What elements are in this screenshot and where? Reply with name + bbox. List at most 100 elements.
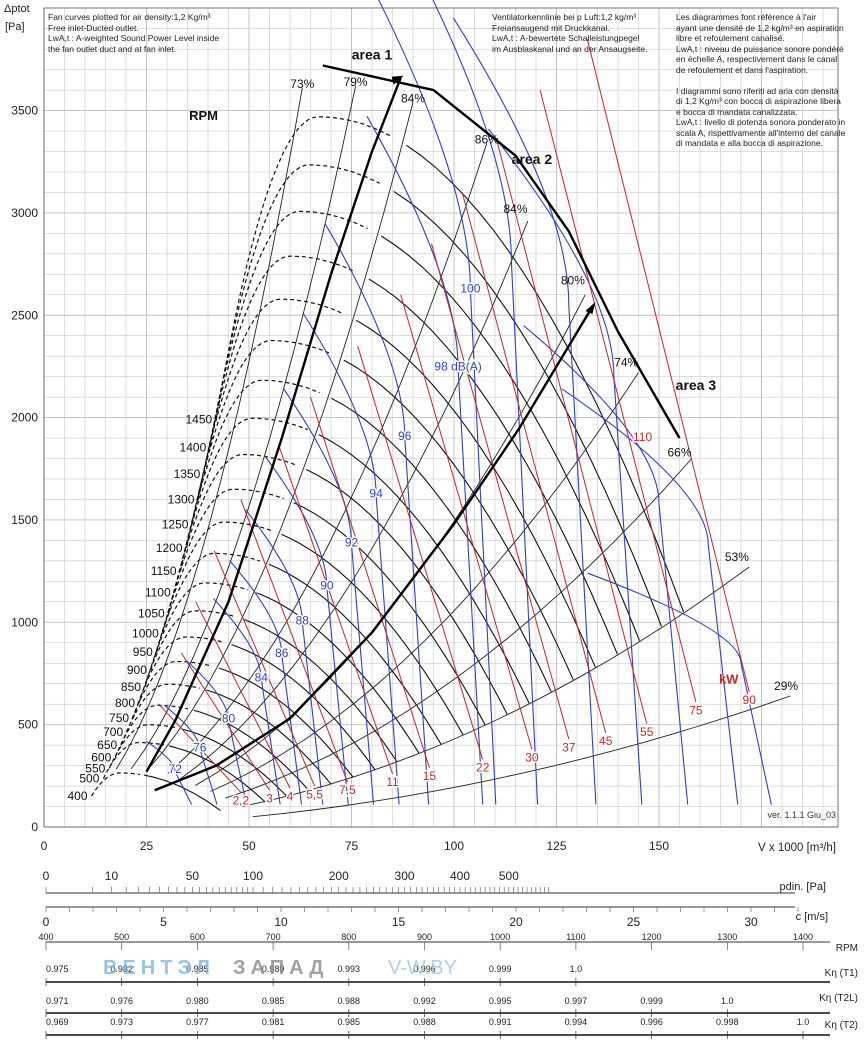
sound-level-curve: [523, 325, 689, 805]
k-factor-value: 0.994: [565, 1017, 588, 1027]
rpm-curve: [393, 190, 663, 627]
rpm-curve-dashed: [215, 116, 392, 420]
area-label: area 2: [512, 151, 553, 167]
rpm-tick-label: 1400: [793, 932, 813, 942]
power-label: 22: [476, 761, 490, 775]
k-factor-value: 0.985: [262, 996, 285, 1006]
k-factor-value: 0.981: [262, 1017, 285, 1027]
y-tick-label: 3000: [11, 206, 38, 220]
rpm-curve-dashed: [185, 339, 332, 549]
k-factor-value: 0.992: [413, 996, 436, 1006]
efficiency-label: 86%: [475, 132, 499, 146]
efficiency-line: [225, 458, 693, 799]
efficiency-label: 29%: [774, 679, 798, 693]
sound-level-curve: [378, 0, 497, 805]
rpm-value-label: 750: [109, 711, 129, 725]
kw-label: kW: [719, 672, 739, 687]
y-tick-label: 0: [31, 820, 38, 834]
k-factor-value: 0.985: [186, 964, 209, 974]
pdin-tick-label: 100: [243, 869, 263, 883]
sound-level-curve: [165, 705, 218, 805]
efficiency-label: 80%: [561, 274, 585, 288]
power-curve: [158, 703, 242, 793]
rpm-tick-label: 500: [114, 932, 129, 942]
velocity-tick-label: 20: [509, 915, 523, 929]
y-axis-unit: [Pa]: [5, 21, 25, 33]
k-factor-value: 0.976: [110, 996, 133, 1006]
efficiency-line: [146, 102, 414, 771]
k-factor-value: 0.999: [640, 996, 663, 1006]
version-label: ver. 1.1.1 Giu_03: [767, 810, 836, 820]
y-tick-label: 3500: [11, 104, 38, 118]
sound-level-curve: [587, 572, 772, 805]
rpm-value-label: 650: [97, 738, 117, 752]
rpm-curve-dashed: [168, 453, 296, 614]
rpm-value-label: 600: [91, 750, 111, 764]
rpm-curve-dashed: [180, 379, 320, 571]
rpm-curve: [218, 667, 354, 778]
rpm-curve-dashed: [174, 417, 309, 593]
rpm-curve: [318, 434, 530, 704]
rpm-value-label: 1450: [185, 413, 212, 427]
rpm-tick-label: 1200: [642, 932, 662, 942]
k-factor-value: 0.980: [186, 996, 209, 1006]
rpm-curve: [143, 774, 221, 812]
watermark-text: ВЕНТЭЛ: [103, 957, 215, 979]
power-label: 90: [743, 693, 757, 707]
k-factor-value: 0.971: [46, 996, 69, 1006]
pdin-tick-label: 500: [499, 869, 519, 883]
rpm-label: RPM: [189, 108, 218, 123]
sound-level-curve: [145, 740, 193, 805]
power-label: 45: [599, 734, 613, 748]
rpm-tick-label: 900: [417, 932, 432, 942]
velocity-tick-label: 0: [43, 915, 50, 929]
x-axis-label: V x 1000 [m³/h]: [758, 842, 836, 854]
power-label: 55: [640, 725, 654, 739]
k-factor-value: 0.982: [110, 964, 133, 974]
y-tick-label: 2000: [11, 411, 38, 425]
rpm-tick-label: 1100: [566, 932, 585, 942]
x-tick-label: 0: [41, 839, 48, 853]
k-factor-value: 0.995: [489, 996, 512, 1006]
rpm-value-label: 1200: [156, 541, 183, 555]
sound-level-label: 90: [320, 579, 334, 593]
x-tick-label: 25: [140, 839, 154, 853]
pdin-tick-label: 400: [450, 869, 470, 883]
efficiency-line: [241, 566, 750, 808]
power-curve: [240, 499, 348, 783]
k-factor-value: 0.999: [489, 964, 512, 974]
velocity-label: c [m/s]: [796, 911, 828, 923]
power-curve: [539, 89, 697, 703]
rpm-curve: [206, 689, 332, 785]
efficiency-line: [252, 695, 791, 818]
watermark-text: V-W.BY: [388, 957, 457, 979]
rpm-tick-label: 800: [341, 932, 356, 942]
power-curve: [279, 448, 393, 774]
efficiency-label: 74%: [614, 355, 638, 369]
rpm-curve-dashed: [150, 552, 260, 671]
rpm-curve: [193, 709, 310, 791]
rpm-curve: [405, 144, 685, 613]
sound-level-label: 72: [169, 762, 183, 776]
rpm-value-label: 900: [127, 663, 147, 677]
rpm-curve: [243, 618, 398, 762]
area-label: area 1: [352, 46, 393, 62]
area-boundary-line: [322, 64, 681, 439]
power-curve: [430, 243, 570, 740]
rpm-value-label: 1150: [151, 564, 177, 578]
rpm-value-label: 1050: [138, 606, 165, 620]
area-arrow-head: [391, 75, 404, 85]
sound-level-label: 92: [345, 536, 359, 550]
power-label: 30: [525, 750, 539, 764]
efficiency-line: [115, 87, 303, 770]
efficiency-label: 53%: [725, 550, 749, 564]
rpm-curve-dashed: [90, 772, 140, 797]
efficiency-line: [167, 143, 488, 774]
rpm-curve: [181, 728, 287, 797]
sound-level-label: 94: [369, 486, 383, 500]
k-factor-value: 0.993: [338, 964, 361, 974]
efficiency-line: [210, 372, 639, 792]
sound-level-label: 88: [296, 613, 310, 627]
rpm-curve: [268, 563, 442, 745]
